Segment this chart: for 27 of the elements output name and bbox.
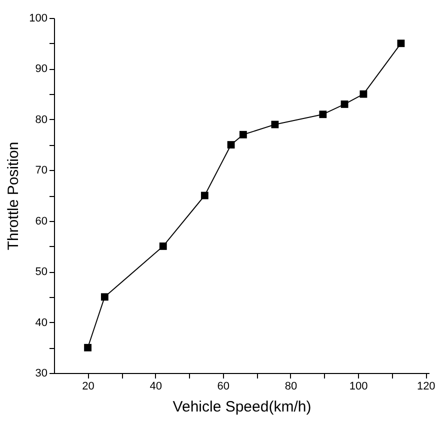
x-axis-title: Vehicle Speed(km/h) [172,398,312,416]
y-tick-label: 40 [35,316,48,329]
y-tick-label: 30 [35,368,48,380]
x-tick-label: 120 [416,380,436,392]
y-tick-label: 70 [35,164,48,177]
point [159,242,167,250]
x-tick-label: 80 [284,380,298,392]
y-tick-label: 60 [35,215,48,228]
x-tick-label: 60 [217,380,230,392]
point [319,110,327,118]
point [100,293,108,301]
point [340,100,348,108]
point [239,130,247,138]
y-tick-label: 100 [29,12,48,24]
point [84,344,92,352]
x-tick-label: 100 [349,380,368,392]
point [397,40,405,48]
point [271,120,279,128]
point [227,141,235,148]
y-axis-title: Throttle Position [5,142,22,250]
y-tick-label: 50 [35,266,48,278]
point [200,192,208,200]
y-tick-label: 90 [35,63,48,76]
y-tick-label: 80 [35,114,48,126]
x-tick-label: 40 [150,380,162,392]
x-tick-label: 20 [82,380,94,392]
point [360,90,368,98]
